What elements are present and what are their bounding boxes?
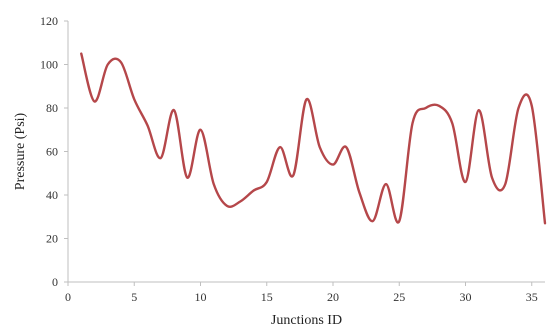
x-tick-label: 5 <box>131 290 137 304</box>
data-point-8 <box>172 108 177 113</box>
series-layer <box>79 51 547 226</box>
data-point-2 <box>92 99 97 104</box>
x-tick-label: 30 <box>460 290 472 304</box>
data-point-11 <box>211 182 216 187</box>
data-point-26 <box>410 121 415 126</box>
data-point-5 <box>132 97 137 102</box>
data-point-16 <box>278 145 283 150</box>
data-point-17 <box>291 173 296 178</box>
data-point-12 <box>225 203 230 208</box>
x-tick-label: 15 <box>261 290 273 304</box>
data-point-10 <box>198 127 203 132</box>
x-tick-label: 20 <box>327 290 339 304</box>
y-tick-label: 120 <box>40 14 58 28</box>
y-tick-label: 0 <box>52 275 58 289</box>
x-tick-label: 25 <box>393 290 405 304</box>
data-point-18 <box>304 97 309 102</box>
y-axis: 0 20 40 60 80 100 120 <box>40 14 69 289</box>
data-point-9 <box>185 175 190 180</box>
data-point-28 <box>437 103 442 108</box>
x-axis-title: Junctions ID <box>271 313 342 328</box>
data-point-34 <box>516 106 521 111</box>
x-tick-label: 10 <box>195 290 207 304</box>
x-axis: 0 5 10 15 20 25 30 35 <box>65 281 545 304</box>
data-point-15 <box>264 179 269 184</box>
data-point-32 <box>490 175 495 180</box>
y-tick-label: 100 <box>40 58 58 72</box>
data-point-23 <box>370 219 375 224</box>
data-point-6 <box>145 123 150 128</box>
data-point-35 <box>529 103 534 108</box>
y-tick-label: 20 <box>46 232 58 246</box>
data-point-25 <box>397 219 402 224</box>
data-point-24 <box>384 182 389 187</box>
series-line-0 <box>80 52 547 225</box>
x-tick-label: 0 <box>65 290 71 304</box>
y-tick-label: 40 <box>46 188 58 202</box>
data-point-30 <box>463 179 468 184</box>
data-point-27 <box>423 106 428 111</box>
data-point-31 <box>476 108 481 113</box>
data-point-22 <box>357 190 362 195</box>
data-point-33 <box>503 182 508 187</box>
data-point-4 <box>119 60 124 65</box>
data-point-14 <box>251 188 256 193</box>
data-point-20 <box>331 162 336 167</box>
data-point-7 <box>158 156 163 161</box>
data-point-1 <box>79 51 84 56</box>
data-point-29 <box>450 121 455 126</box>
data-point-3 <box>105 62 110 67</box>
y-axis-title: Pressure (Psi) <box>13 112 28 190</box>
data-point-36 <box>543 221 547 226</box>
x-tick-label: 35 <box>526 290 538 304</box>
data-point-19 <box>317 145 322 150</box>
data-point-13 <box>238 199 243 204</box>
data-point-21 <box>344 145 349 150</box>
y-tick-label: 60 <box>46 145 58 159</box>
y-tick-label: 80 <box>46 101 58 115</box>
